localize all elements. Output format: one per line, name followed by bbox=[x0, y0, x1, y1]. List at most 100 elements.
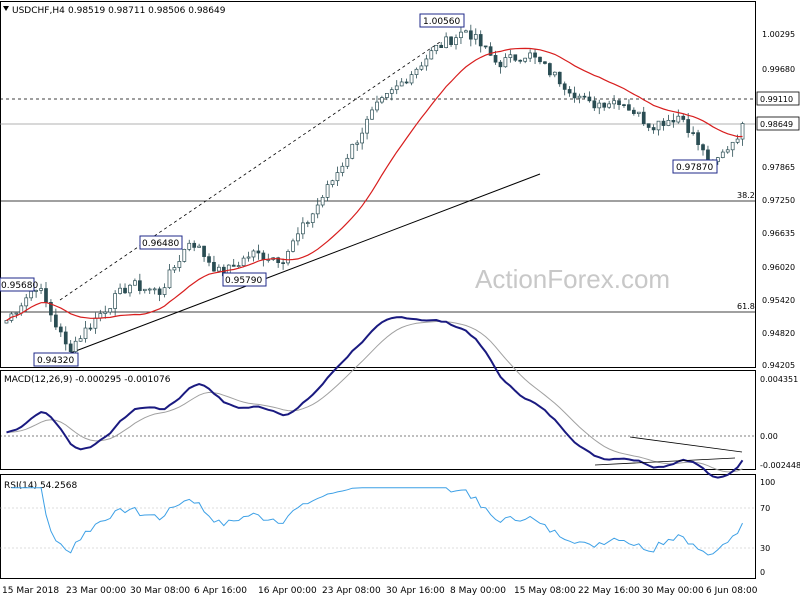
candle-body bbox=[49, 302, 53, 316]
candle-body bbox=[152, 288, 157, 291]
price-panel-frame bbox=[0, 1, 756, 368]
candle-body bbox=[78, 338, 83, 342]
candle-body bbox=[177, 261, 182, 268]
candle-body bbox=[197, 245, 201, 248]
macd-triangle-lower bbox=[594, 457, 736, 466]
candle-body bbox=[83, 327, 88, 339]
candle-body bbox=[256, 250, 261, 254]
mid-high-box bbox=[139, 235, 183, 250]
candle-body bbox=[631, 109, 636, 114]
price-annotations: 1.00560 0.95680 0.96480 0.95790 0.94320 … bbox=[0, 13, 718, 367]
candle-body bbox=[523, 57, 528, 62]
candle-body bbox=[641, 111, 646, 125]
candle-body bbox=[44, 288, 48, 303]
candle-body bbox=[548, 63, 552, 76]
rsi-line bbox=[11, 487, 743, 556]
candle-body bbox=[622, 104, 626, 106]
candle-body bbox=[587, 96, 592, 102]
candle-body bbox=[246, 256, 251, 259]
candle-body bbox=[567, 89, 572, 94]
price-tick: 0.94820 bbox=[762, 329, 795, 338]
fib-382-label: 38.2 bbox=[737, 191, 755, 200]
candle-body bbox=[666, 119, 671, 126]
mid-high-label: 0.96480 bbox=[142, 239, 179, 249]
channel-dashed-line bbox=[59, 41, 441, 301]
trendlines bbox=[59, 41, 541, 358]
candle-body bbox=[39, 288, 43, 291]
chart-header: USDCHF,H4 0.98519 0.98711 0.98506 0.9864… bbox=[3, 6, 226, 16]
time-label: 22 May 16:00 bbox=[578, 586, 640, 596]
candle-body bbox=[340, 165, 345, 173]
candle-body bbox=[730, 141, 735, 151]
price-tick: 0.96635 bbox=[762, 229, 795, 238]
macd-label: MACD(12,26,9) -0.000295 -0.001076 bbox=[4, 375, 171, 385]
candle-body bbox=[325, 184, 330, 198]
candle-body bbox=[276, 257, 281, 264]
macd-signal-line bbox=[6, 321, 743, 473]
candle-body bbox=[533, 52, 537, 58]
fib-618-label: 61.8 bbox=[737, 302, 755, 311]
candle-body bbox=[167, 269, 172, 289]
candle-body bbox=[676, 115, 681, 123]
mid-low-box bbox=[222, 272, 267, 287]
candle-body bbox=[118, 287, 122, 294]
candle-body bbox=[651, 127, 656, 131]
candle-body bbox=[142, 288, 147, 291]
candle-body bbox=[399, 81, 404, 87]
macd-tick: 0.004351 bbox=[760, 375, 798, 384]
candle-body bbox=[241, 257, 246, 266]
level-lines: 38.2 61.8 bbox=[0, 98, 755, 313]
candle-body bbox=[207, 256, 211, 263]
candle-body bbox=[518, 59, 523, 62]
candle-body bbox=[291, 240, 295, 252]
candle-body bbox=[473, 34, 478, 40]
candle-body bbox=[157, 288, 162, 295]
candle-body bbox=[355, 142, 360, 145]
candle-body bbox=[301, 222, 305, 235]
rsi-tick: 30 bbox=[760, 544, 770, 553]
macd-tick: -0.002448 bbox=[760, 461, 800, 470]
header-dropdown-icon[interactable] bbox=[3, 6, 9, 11]
candle-body bbox=[543, 61, 547, 64]
candle-body bbox=[370, 109, 374, 120]
candle-body bbox=[572, 92, 577, 99]
candle-body bbox=[217, 266, 221, 272]
candle-body bbox=[582, 95, 587, 98]
candle-body bbox=[251, 250, 256, 258]
candle-body bbox=[315, 204, 320, 215]
time-label: 30 Mar 08:00 bbox=[130, 586, 190, 596]
candle-body bbox=[93, 317, 98, 329]
macd-tick: 0.00 bbox=[760, 432, 778, 441]
rsi-panel: RSI(14) 54.2568 100 70 30 0 bbox=[0, 478, 775, 577]
candle-body bbox=[725, 149, 730, 153]
macd-panel-frame bbox=[0, 370, 756, 470]
candle-body bbox=[98, 313, 103, 319]
candle-body bbox=[68, 343, 73, 352]
recent-low-box bbox=[672, 159, 718, 174]
candle-body bbox=[686, 119, 691, 133]
price-tick: 0.99680 bbox=[762, 65, 795, 74]
candle-body bbox=[449, 36, 453, 45]
candle-body bbox=[696, 132, 700, 145]
price-tick: 0.97250 bbox=[762, 196, 795, 205]
candle-body bbox=[360, 132, 364, 144]
candle-body bbox=[464, 30, 468, 33]
candle-body bbox=[424, 58, 429, 67]
candle-body bbox=[454, 37, 458, 45]
candle-body bbox=[429, 50, 434, 60]
candle-body bbox=[735, 138, 740, 143]
candle-body bbox=[345, 157, 350, 167]
time-axis: 15 Mar 2018 23 Mar 00:00 30 Mar 08:00 6 … bbox=[2, 586, 758, 596]
candle-body bbox=[503, 57, 508, 68]
macd-panel: MACD(12,26,9) -0.000295 -0.001076 0.0043… bbox=[0, 316, 800, 479]
time-label: 6 Apr 16:00 bbox=[194, 586, 247, 596]
candle-body bbox=[394, 85, 399, 91]
current-price-label: 0.98649 bbox=[760, 120, 793, 129]
candle-body bbox=[607, 103, 612, 108]
time-label: 30 Apr 16:00 bbox=[386, 586, 445, 596]
mid-low-label: 0.95790 bbox=[225, 276, 262, 286]
candlestick-series bbox=[4, 24, 745, 359]
candle-body bbox=[261, 252, 266, 261]
candle-body bbox=[597, 102, 602, 109]
